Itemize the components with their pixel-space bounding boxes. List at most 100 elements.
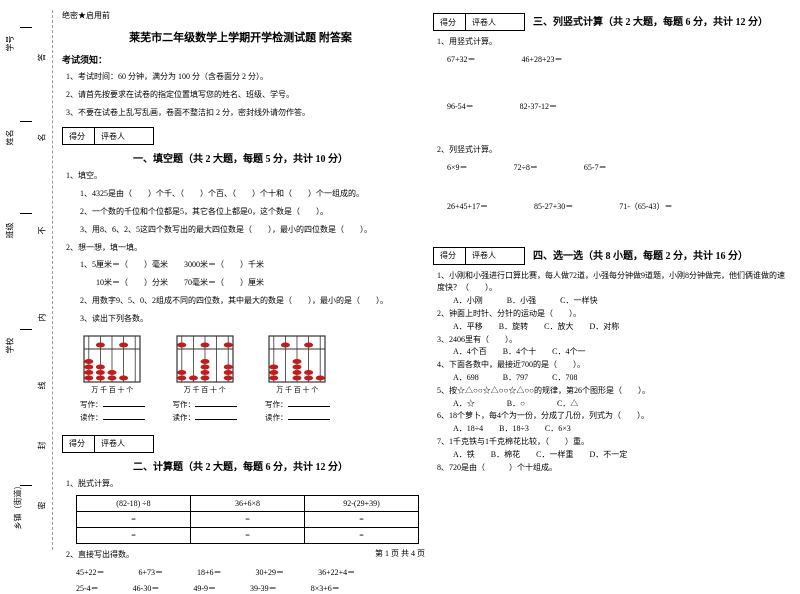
section-1-header: 得分 评卷人 [62,124,419,145]
calc-item: 30+29＝ [256,567,285,578]
s3-q1: 1、用竖式计算。 [433,36,790,49]
calc-item: 36+22+4＝ [318,567,355,578]
calc-item: 85-27+30＝ [534,201,573,212]
grader-label: 评卷人 [94,435,154,453]
notice-heading: 考试须知： [62,53,419,66]
score-box-2: 得分 评卷人 [62,435,154,453]
side-mark-nei: 内 [37,314,48,322]
score-label: 得分 [433,247,465,265]
score-label: 得分 [433,13,465,31]
label-xiangzhen: 乡镇（街道） [13,482,24,530]
calc-item: 6+73＝ [139,567,164,578]
abacus-write-read: 写作：读作： [265,399,330,423]
choice-line: 4、下面各数中，最接近700的是（ ）。 [433,359,790,372]
calc-item: 6×9＝ [447,162,468,173]
choice-line: A．平移 B．旋转 C．放大 D．对称 [433,321,790,334]
side-mark-feng: 封 [37,442,48,450]
s1-q1-i3: 3、用8、6、2、5这四个数写出的最大四位数是（ ），最小的四位数是（ ）。 [62,224,419,237]
score-box-3: 得分 评卷人 [433,13,525,31]
section-2-title: 二、计算题（共 2 大题，每题 6 分，共计 12 分） [62,458,419,473]
abacus-digit-labels: 万 千 百 十 个 [184,385,226,395]
side-mark-kao: 答 [37,54,48,62]
abacus-digit-labels: 万 千 百 十 个 [91,385,133,395]
calc-item: 65-7＝ [584,162,607,173]
abacus-write-read: 写作：读作： [80,399,145,423]
grader-label: 评卷人 [94,127,154,145]
section-4-header: 得分 评卷人 四、选一选（共 8 小题，每题 2 分，共计 16 分） [433,244,790,265]
left-column: 绝密★启用前 莱芜市二年级数学上学期开学检测试题 附答案 考试须知： 1、考试时… [62,10,419,594]
choice-line: 8、720是由（ ）个十组成。 [433,462,790,475]
table-cell: 36+6×8 [191,496,305,512]
choice-line: 3、2406里有（ ）。 [433,334,790,347]
s3-q1-row2: 96-54＝ 82-37-12＝ [433,101,790,112]
notice-1: 1、考试时间：60 分钟，满分为 100 分（含卷面分 2 分）。 [62,71,419,84]
s1-q2: 2、想一想，填一填。 [62,242,419,255]
table-cell: = [305,512,419,528]
score-label: 得分 [62,435,94,453]
choice-line: 1、小刚和小强进行口算比赛，每人做72道，小强每分钟做9道题，小刚8分钟做完，他… [433,270,790,296]
calc-item: 82-37-12＝ [520,101,557,112]
calc-item: 25-4＝ [76,583,99,594]
s1-q1: 1、填空。 [62,170,419,183]
section-4-title: 四、选一选（共 8 小题，每题 2 分，共计 16 分） [533,247,790,262]
abacus-write-read: 写作：读作： [173,399,238,423]
s3-q2: 2、列竖式计算。 [433,144,790,157]
calc-item: 46+28+23＝ [522,54,563,65]
side-mark-mi: 密 [37,502,48,510]
calc-item: 49-9＝ [193,583,216,594]
paper-title: 莱芜市二年级数学上学期开学检测试题 附答案 [62,29,419,45]
label-xingming: 姓名 [5,130,16,146]
score-box-4: 得分 评卷人 [433,247,525,265]
calc-item: 18+6＝ [197,567,222,578]
table-cell: 92-(29+39) [305,496,419,512]
section-1-title: 一、填空题（共 2 大题，每题 5 分，共计 10 分） [62,150,419,165]
notice-3: 3、不要在试卷上乱写乱画，卷面不整洁扣 2 分，密封线外请勿作答。 [62,107,419,120]
section-3-title: 三、列竖式计算（共 2 大题，每题 6 分，共计 12 分） [533,13,790,28]
table-cell: (82-18) ÷8 [77,496,191,512]
s1-q2-i4: 3、读出下列各数。 [62,313,419,326]
choice-line: A．铁 B．棉花 C．一样重 D．不一定 [433,449,790,462]
score-label: 得分 [62,127,94,145]
calc-item: 46-30＝ [133,583,160,594]
table-cell: = [77,512,191,528]
s3-q2-row1: 6×9＝ 72÷8＝ 65-7＝ [433,162,790,173]
sealing-line [52,10,53,550]
calc-item: 71-（65-43）＝ [619,201,672,212]
abacus: 万 千 百 十 个写作：读作： [80,335,145,423]
s1-q2-i3: 2、用数字9、5、0、2组成不同的四位数，其中最大的数是（ ），最小的是（ ）。 [62,295,419,308]
calc-table: (82-18) ÷8 36+6×8 92-(29+39) === === [76,495,419,544]
abacus: 万 千 百 十 个写作：读作： [265,335,330,423]
page-footer: 第 1 页 共 4 页 [0,548,800,559]
calc-row-2: 25-4＝46-30＝49-9＝39-39＝8×3+6＝ [62,583,419,594]
side-mark-ming: 名 [37,134,48,142]
grader-label: 评卷人 [465,247,525,265]
s3-q1-row1: 67+32＝ 46+28+23＝ [433,54,790,65]
calc-item: 39-39＝ [250,583,277,594]
score-box-1: 得分 评卷人 [62,127,154,145]
grader-label: 评卷人 [465,13,525,31]
section-3-header: 得分 评卷人 三、列竖式计算（共 2 大题，每题 6 分，共计 12 分） [433,10,790,31]
calc-item: 96-54＝ [447,101,474,112]
s2-q1: 1、脱式计算。 [62,478,419,491]
choice-line: A．698 B．797 C．708 [433,372,790,385]
choice-line: 5、按☆△○○☆△○○☆△○○的规律，第26个图形是（ ）。 [433,385,790,398]
s3-q2-row2: 26+45+17＝ 85-27+30＝ 71-（65-43）＝ [433,201,790,212]
calc-item: 72÷8＝ [514,162,538,173]
calc-item: 45+22＝ [76,567,105,578]
choice-line: 2、钟面上时针、分针的运动是（ ）。 [433,308,790,321]
choice-line: A．4个百 B．4个十 C．4个一 [433,346,790,359]
side-mark-xian: 线 [37,382,48,390]
section-2-header: 得分 评卷人 [62,432,419,453]
exam-page: 绝密★启用前 莱芜市二年级数学上学期开学检测试题 附答案 考试须知： 1、考试时… [62,10,790,594]
right-column: 得分 评卷人 三、列竖式计算（共 2 大题，每题 6 分，共计 12 分） 1、… [433,10,790,594]
label-xuexiao: 学校 [5,338,16,354]
s1-q2-i1: 1、5厘米＝（ ）毫米 3000米＝（ ）千米 [62,259,419,272]
choice-line: A．18÷4 B．18÷3 C．6×3 [433,423,790,436]
binding-margin: 学号 答 姓名 名 班级 不 内 学校 线 封 乡镇（街道） 密 [6,0,50,565]
abacus: 万 千 百 十 个写作：读作： [173,335,238,423]
choice-line: A．☆ B．○ C．△ [433,398,790,411]
secret-label: 绝密★启用前 [62,10,419,21]
side-mark-bu: 不 [37,227,48,235]
choice-line: 7、1千克铁与1千克棉花比较，（ ）重。 [433,436,790,449]
abacus-row: 万 千 百 十 个写作：读作：万 千 百 十 个写作：读作：万 千 百 十 个写… [80,335,419,423]
